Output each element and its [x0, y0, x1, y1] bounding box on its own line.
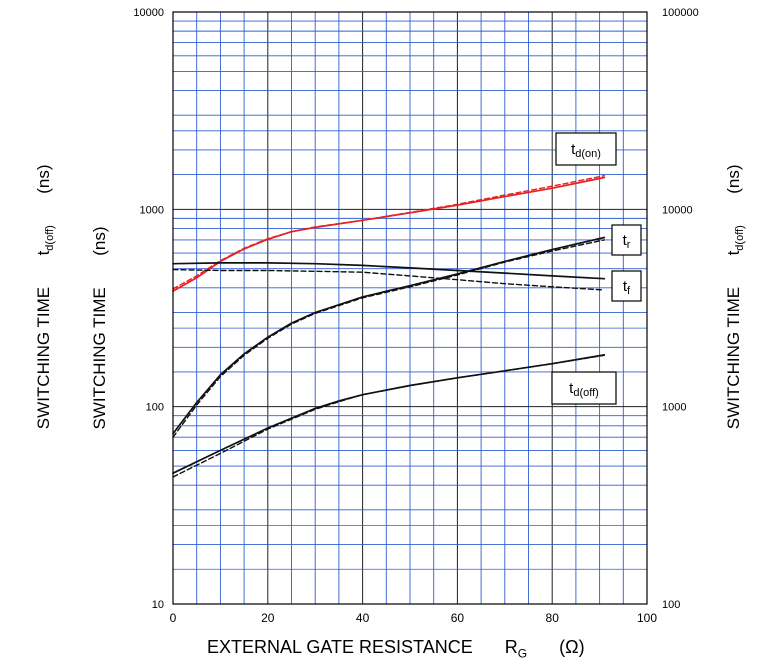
y-right-tick-label: 10000 [662, 204, 693, 216]
y-right-tick-label: 1000 [662, 402, 686, 414]
series-line-t-f-dashed [172, 268, 605, 291]
y-right-tick-label: 100000 [662, 7, 699, 19]
y-left-tick-label: 10 [152, 599, 164, 611]
label-td-off-box [551, 371, 617, 405]
series-line-t-d-on--dashed [172, 175, 605, 290]
label-td-off: td(off) [551, 371, 617, 405]
series-line-t-r-dashed [172, 239, 605, 438]
left-axis-title: SWITCHING TIME [90, 287, 109, 430]
outer-left-axis-title: SWITCHING TIME [33, 286, 53, 430]
right-axis-symbol: t [723, 250, 743, 256]
right-axis-symbol-sub: d(off) [734, 225, 747, 251]
series-line-t-d-off--dashed [172, 354, 605, 478]
grid [172, 12, 648, 605]
data-lines [172, 175, 606, 478]
series-labels: td(on) tr tf td(off) [551, 132, 642, 405]
plot-frame [172, 11, 648, 605]
right-axis-unit: (ns) [723, 164, 743, 194]
x-tick-label: 40 [356, 611, 370, 625]
y-left-tick-label: 100 [146, 402, 164, 414]
x-axis-symbol-sub: G [517, 646, 528, 661]
outer-left-axis-label: SWITCHING TIME td(off) (ns) [33, 164, 56, 430]
left-axis-label: SWITCHING TIME (ns) [90, 208, 110, 448]
x-tick-label: 20 [261, 611, 275, 625]
left-axis-unit: (ns) [90, 226, 109, 256]
y-left-tick-label: 1000 [140, 204, 164, 216]
label-td-on-subscript: d(on) [575, 148, 601, 160]
right-axis-label: SWITCHING TIME td(off) (ns) [723, 164, 746, 430]
x-tick-label: 60 [451, 611, 465, 625]
x-axis-title: EXTERNAL GATE RESISTANCE [207, 637, 473, 657]
series-line-t-f-solid [172, 262, 606, 280]
outer-left-axis-unit: (ns) [33, 164, 53, 194]
x-axis-symbol: R [504, 637, 518, 657]
label-td-off-subscript: d(off) [573, 387, 598, 399]
label-tr-subscript: r [627, 239, 631, 251]
right-axis-title: SWITCHING TIME [723, 286, 743, 430]
label-td-on: td(on) [555, 132, 617, 166]
label-tr-box [611, 224, 642, 256]
label-td-on-box [555, 132, 617, 166]
label-tf-text: tf [623, 278, 631, 297]
outer-left-axis-symbol-sub: d(off) [44, 225, 57, 251]
x-tick-label: 0 [170, 611, 177, 625]
label-tf: tf [611, 270, 642, 302]
x-axis-label: EXTERNAL GATE RESISTANCE RG (Ω) [207, 637, 585, 661]
outer-left-axis-symbol: t [33, 250, 53, 256]
label-tf-subscript: f [627, 285, 631, 297]
label-tr: tr [611, 224, 642, 256]
tick-labels: 0 20 40 60 80 100 10 100 1000 10000 100 1000 10000 10… [133, 7, 698, 625]
x-tick-label: 100 [637, 611, 657, 625]
x-tick-label: 80 [546, 611, 560, 625]
series-line-t-d-off--solid [172, 354, 606, 475]
label-tr-text: tr [623, 232, 631, 251]
label-tf-box [611, 270, 642, 302]
y-right-tick-label: 100 [662, 599, 680, 611]
y-left-tick-label: 10000 [133, 7, 164, 19]
x-axis-unit: (Ω) [559, 637, 585, 657]
